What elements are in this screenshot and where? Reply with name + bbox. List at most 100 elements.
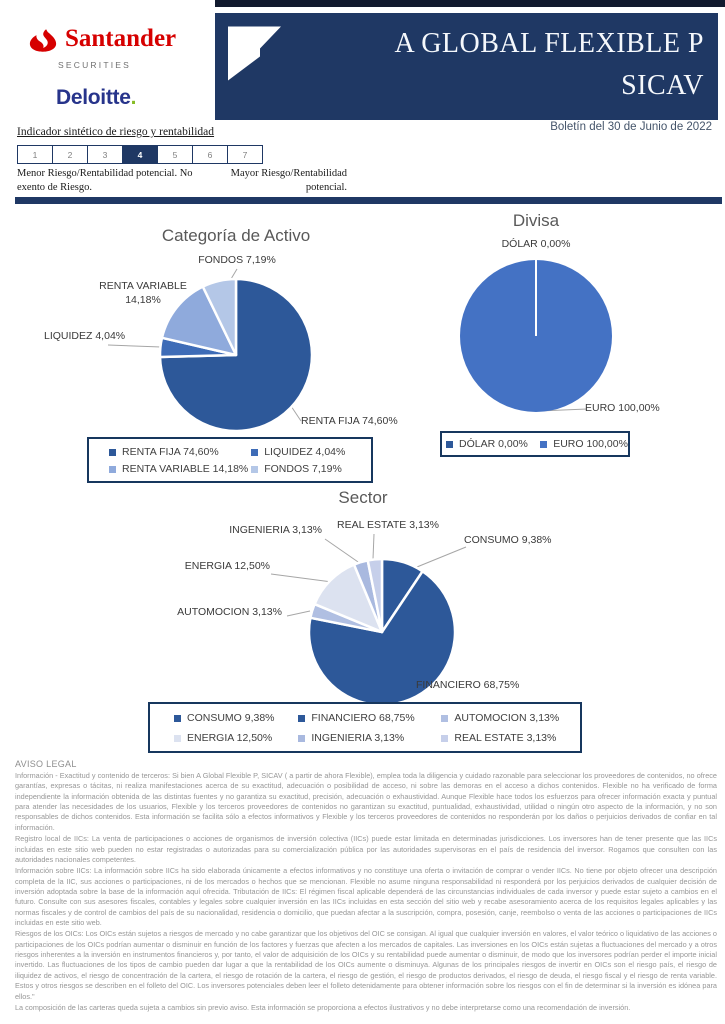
pie-label-renta-variable: RENTA VARIABLE 14,18% xyxy=(99,280,187,306)
currency-legend: DÓLAR 0,00% EURO 100,00% xyxy=(440,431,630,457)
pie-label-euro: EURO 100,00% xyxy=(585,402,660,414)
risk-caption-higher: Mayor Riesgo/Rentabilidad potencial. xyxy=(230,168,347,193)
legend-label: AUTOMOCION 3,13% xyxy=(454,712,560,724)
santander-logo: Santander xyxy=(28,26,176,53)
pie-label-energia: ENERGIA 12,50% xyxy=(184,560,270,572)
legend-marker-icon xyxy=(109,448,116,456)
pie-label-dolar: DÓLAR 0,00% xyxy=(501,238,571,250)
legend-marker-icon xyxy=(540,440,548,448)
legend-label: RENTA VARIABLE 14,18% xyxy=(122,463,249,475)
leader-line xyxy=(324,538,362,565)
legend-item-consumo: CONSUMO 9,38% xyxy=(174,712,298,724)
risk-indicator-title: Indicador sintético de riesgo y rentabil… xyxy=(17,126,215,138)
asset-category-pie-chart xyxy=(107,268,314,433)
legend-item-liquidez: LIQUIDEZ 4,04% xyxy=(251,446,365,458)
pie-label-automocion: AUTOMOCION 3,13% xyxy=(177,606,282,618)
legend-marker-icon xyxy=(174,734,181,742)
deloitte-dot: . xyxy=(130,86,137,109)
legend-label: DÓLAR 0,00% xyxy=(459,438,528,450)
legal-paragraph: Información sobre IICs: La información s… xyxy=(15,866,717,928)
title-banner: A GLOBAL FLEXIBLE P SICAV xyxy=(215,13,718,120)
legal-paragraphs: Información - Exactitud y contenido de t… xyxy=(15,771,717,1014)
currency-pie-chart xyxy=(460,260,612,412)
legend-label: EURO 100,00% xyxy=(553,438,628,450)
leader-line xyxy=(372,533,375,560)
legend-marker-icon xyxy=(251,465,259,473)
legend-label: LIQUIDEZ 4,04% xyxy=(264,446,346,458)
legend-item-euro: EURO 100,00% xyxy=(540,438,628,450)
legend-label: INGENIERIA 3,13% xyxy=(311,732,405,744)
risk-level-2: 2 xyxy=(52,145,88,164)
legend-marker-icon xyxy=(441,714,449,722)
fund-title: A GLOBAL FLEXIBLE P SICAV xyxy=(395,23,704,107)
legend-marker-icon xyxy=(446,440,453,448)
risk-level-1: 1 xyxy=(17,145,53,164)
legal-heading: AVISO LEGAL xyxy=(15,759,77,769)
leader-line xyxy=(286,610,311,617)
legend-item-dólar: DÓLAR 0,00% xyxy=(446,438,528,450)
bulletin-date: Boletín del 30 de Junio de 2022 xyxy=(550,121,712,133)
legend-label: ENERGIA 12,50% xyxy=(187,732,273,744)
pie-slice-renta-variable xyxy=(160,285,238,357)
fund-title-line1: A GLOBAL FLEXIBLE P xyxy=(394,28,704,59)
pie-label-renta-fija: RENTA FIJA 74,60% xyxy=(301,415,398,427)
risk-scale: 1 2 3 4 5 6 7 xyxy=(17,145,263,164)
asset-category-chart-title: Categoría de Activo xyxy=(161,226,311,245)
legend-item-ingenieria: INGENIERIA 3,13% xyxy=(298,732,441,744)
sector-chart-title: Sector xyxy=(338,488,388,507)
legend-item-automocion: AUTOMOCION 3,13% xyxy=(441,712,572,724)
legend-marker-icon xyxy=(441,734,449,742)
legend-item-renta-fija: RENTA FIJA 74,60% xyxy=(109,446,251,458)
deloitte-wordmark: Deloitte xyxy=(56,86,131,109)
flag-icon xyxy=(228,26,281,81)
asset-category-legend: RENTA FIJA 74,60% LIQUIDEZ 4,04% RENTA VAR… xyxy=(87,437,373,483)
pie-slice-renta-fija xyxy=(158,277,314,433)
legal-paragraph: Información - Exactitud y contenido de t… xyxy=(15,771,717,832)
pie-label-real-estate: REAL ESTATE 3,13% xyxy=(337,519,439,531)
divider-bar xyxy=(15,197,722,204)
securities-label: SECURITIES xyxy=(58,60,132,70)
pie-slice-real-estate xyxy=(366,557,384,634)
legend-marker-icon xyxy=(109,465,116,473)
pie-slice-fondos xyxy=(201,277,238,357)
risk-caption-lower: Menor Riesgo/Rentabilidad potencial. No … xyxy=(17,168,193,193)
legend-marker-icon xyxy=(251,448,259,456)
legal-paragraph: Registro local de IICs: La venta de part… xyxy=(15,834,717,864)
sector-legend: CONSUMO 9,38% FINANCIERO 68,75% AUTOMOCION… xyxy=(148,702,582,753)
santander-wordmark: Santander xyxy=(65,25,177,52)
pie-label-financiero: FINANCIERO 68,75% xyxy=(416,679,520,691)
legend-item-fondos: FONDOS 7,19% xyxy=(251,463,365,475)
sector-pie-chart xyxy=(270,533,467,707)
pie-label-fondos: FONDOS 7,19% xyxy=(198,254,276,266)
pie-slice-financiero xyxy=(307,570,457,707)
legend-item-renta-variable: RENTA VARIABLE 14,18% xyxy=(109,463,251,475)
leader-line xyxy=(411,546,467,570)
legal-paragraph: La composición de las carteras queda suj… xyxy=(15,1002,631,1012)
legend-item-real-estate: REAL ESTATE 3,13% xyxy=(441,732,572,744)
pie-label-ingenieria: INGENIERIA 3,13% xyxy=(229,524,322,536)
pie-label-consumo: CONSUMO 9,38% xyxy=(464,534,552,546)
legend-label: FINANCIERO 68,75% xyxy=(311,712,415,724)
legend-label: RENTA FIJA 74,60% xyxy=(122,446,219,458)
legend-label: CONSUMO 9,38% xyxy=(187,712,275,724)
currency-chart-title: Divisa xyxy=(512,211,560,230)
risk-level-5: 5 xyxy=(157,145,193,164)
pie-label-liquidez: LIQUIDEZ 4,04% xyxy=(44,330,126,342)
flame-icon xyxy=(29,29,57,52)
legend-marker-icon xyxy=(298,714,306,722)
leader-line xyxy=(270,573,333,583)
legal-paragraph: Riesgos de los OICs: Los OICs están suje… xyxy=(15,929,717,1001)
risk-level-4-active: 4 xyxy=(122,145,158,164)
legend-item-financiero: FINANCIERO 68,75% xyxy=(298,712,441,724)
legend-label: FONDOS 7,19% xyxy=(264,463,342,475)
leader-line xyxy=(107,344,162,348)
fund-title-line2: SICAV xyxy=(621,70,704,101)
top-strip xyxy=(215,0,725,7)
risk-level-7: 7 xyxy=(227,145,263,164)
legend-label: REAL ESTATE 3,13% xyxy=(454,732,557,744)
deloitte-logo: Deloitte. xyxy=(56,86,136,110)
legend-marker-icon xyxy=(298,734,306,742)
legend-item-energia: ENERGIA 12,50% xyxy=(174,732,298,744)
legend-marker-icon xyxy=(174,714,181,722)
